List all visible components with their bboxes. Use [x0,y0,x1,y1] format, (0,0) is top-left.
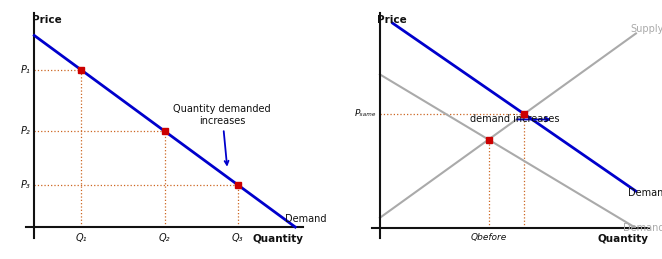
Text: Q₂: Q₂ [159,233,171,243]
Text: Quantity demanded
increases: Quantity demanded increases [173,104,271,165]
Text: Price: Price [377,15,407,25]
Text: P₁: P₁ [21,65,30,75]
Text: Supply: Supply [631,24,662,34]
Text: Demand: Demand [285,214,326,224]
Text: Qbefore: Qbefore [471,233,506,242]
Text: Quantity: Quantity [252,234,303,244]
Text: Demand: Demand [623,224,662,233]
Text: Q₁: Q₁ [75,233,87,243]
Text: Demand: Demand [628,188,662,198]
Text: Quantity: Quantity [598,234,649,244]
Text: Q₃: Q₃ [232,233,244,243]
Text: P₂: P₂ [21,126,30,136]
Text: P₃: P₃ [21,180,30,190]
Text: demand increases: demand increases [469,114,559,125]
Text: Price: Price [32,15,62,25]
Text: Pₛₐₘₑ: Pₛₐₘₑ [354,110,376,118]
